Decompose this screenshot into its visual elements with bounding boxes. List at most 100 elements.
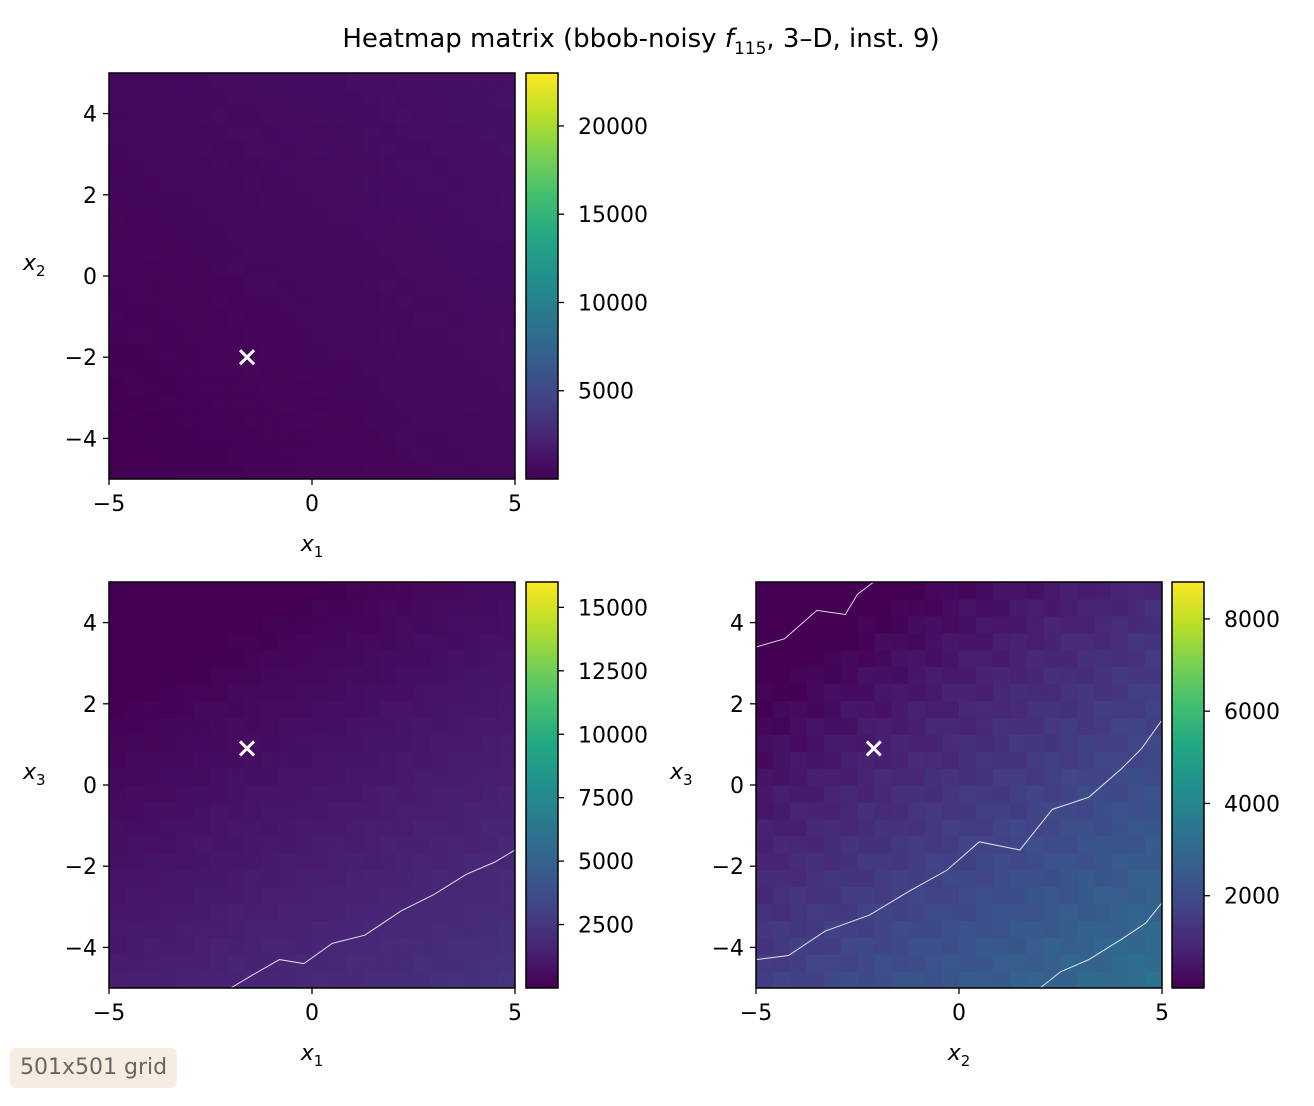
heatmap-cell <box>447 89 465 108</box>
heatmap-cell <box>125 683 144 702</box>
heatmap-cell <box>362 869 381 888</box>
heatmap-cell <box>772 666 791 685</box>
heatmap-cell <box>1145 852 1162 871</box>
heatmap-cell <box>193 835 212 854</box>
heatmap-cell <box>210 801 229 820</box>
heatmap-cell <box>959 615 977 634</box>
heatmap-cell <box>193 649 212 668</box>
heatmap-cell <box>908 649 926 668</box>
heatmap-cell <box>261 428 279 446</box>
heatmap-cell <box>176 768 195 786</box>
heatmap-cell <box>312 700 330 718</box>
heatmap-cell <box>261 191 279 209</box>
heatmap-cell <box>1111 801 1129 820</box>
heatmap-cell <box>159 734 178 752</box>
heatmap-cell <box>278 292 296 311</box>
heatmap-cell <box>430 582 448 600</box>
heatmap-cell <box>823 818 842 837</box>
heatmap-cell <box>295 937 313 955</box>
heatmap-cell <box>328 835 347 854</box>
heatmap-cell <box>1026 886 1045 905</box>
heatmap-cell <box>975 700 994 718</box>
heatmap-cell <box>840 954 859 972</box>
heatmap-cell <box>430 123 448 142</box>
heatmap-cell <box>891 835 909 854</box>
heatmap-cell <box>278 801 296 820</box>
heatmap-cell <box>295 377 313 396</box>
heatmap-cell <box>430 937 448 955</box>
heatmap-cell <box>396 411 415 429</box>
heatmap-cell <box>176 292 195 311</box>
heatmap-cell <box>840 768 859 786</box>
heatmap-cell <box>362 123 381 142</box>
heatmap-cell <box>193 394 212 412</box>
heatmap-cell <box>464 428 482 446</box>
heatmap-cell <box>278 462 296 479</box>
heatmap-cell <box>142 225 161 243</box>
heatmap-cell <box>159 394 178 412</box>
heatmap-cell <box>1043 649 1062 668</box>
heatmap-cell <box>125 140 144 159</box>
heatmap-cell <box>857 785 876 803</box>
heatmap-cell <box>227 377 245 396</box>
heatmap-cell <box>1026 801 1045 820</box>
heatmap-cell <box>379 106 398 125</box>
heatmap-cell <box>345 666 364 685</box>
heatmap-cell <box>312 445 330 463</box>
heatmap-cell <box>942 683 960 702</box>
heatmap-cell <box>210 445 229 463</box>
heatmap-cell <box>430 326 448 345</box>
heatmap-cell <box>413 89 432 108</box>
y-tick-label: 2 <box>83 184 97 209</box>
heatmap-cell <box>959 768 977 786</box>
heatmap-cell <box>1077 683 1095 702</box>
heatmap-cell <box>312 734 330 752</box>
heatmap-cell <box>396 785 415 803</box>
heatmap-cell <box>942 615 960 634</box>
heatmap-cell <box>1128 734 1146 752</box>
heatmap-cell <box>328 734 347 752</box>
heatmap-cell <box>379 954 398 972</box>
heatmap-cell <box>261 123 279 142</box>
heatmap-cell <box>176 869 195 888</box>
heatmap-cell <box>109 734 127 752</box>
heatmap-cell <box>244 225 262 243</box>
heatmap-cell <box>1060 734 1079 752</box>
heatmap-cell <box>1128 751 1146 769</box>
heatmap-cell <box>210 835 229 854</box>
heatmap-cell <box>1077 852 1095 871</box>
heatmap-cell <box>975 852 994 871</box>
heatmap-cell <box>756 751 774 769</box>
heatmap-cell <box>959 751 977 769</box>
heatmap-cell <box>430 208 448 226</box>
heatmap-cell <box>942 666 960 685</box>
heatmap-cell <box>362 191 381 209</box>
heatmap-cell <box>772 869 791 888</box>
heatmap-cell <box>345 734 364 752</box>
heatmap-cell <box>379 276 398 294</box>
heatmap-cell <box>430 700 448 718</box>
heatmap-cell <box>464 801 482 820</box>
heatmap-cell <box>176 140 195 159</box>
heatmap-cell <box>1111 582 1129 600</box>
heatmap-cell <box>244 191 262 209</box>
heatmap-cell <box>328 292 347 311</box>
heatmap-cell <box>464 123 482 142</box>
heatmap-cell <box>362 73 381 91</box>
heatmap-cell <box>159 89 178 108</box>
heatmap-cell <box>244 801 262 820</box>
heatmap-cell <box>1060 886 1079 905</box>
heatmap-cell <box>1077 598 1095 617</box>
heatmap-cell <box>176 937 195 955</box>
heatmap-cell <box>278 259 296 277</box>
heatmap-cell <box>772 937 791 955</box>
heatmap-cell <box>1026 717 1045 735</box>
heatmap-cell <box>125 751 144 769</box>
heatmap-cell <box>362 89 381 108</box>
heatmap-cell <box>464 954 482 972</box>
heatmap-cell <box>278 717 296 735</box>
heatmap-cell <box>908 920 926 938</box>
heatmap-cell <box>125 73 144 91</box>
heatmap-cell <box>925 717 943 735</box>
